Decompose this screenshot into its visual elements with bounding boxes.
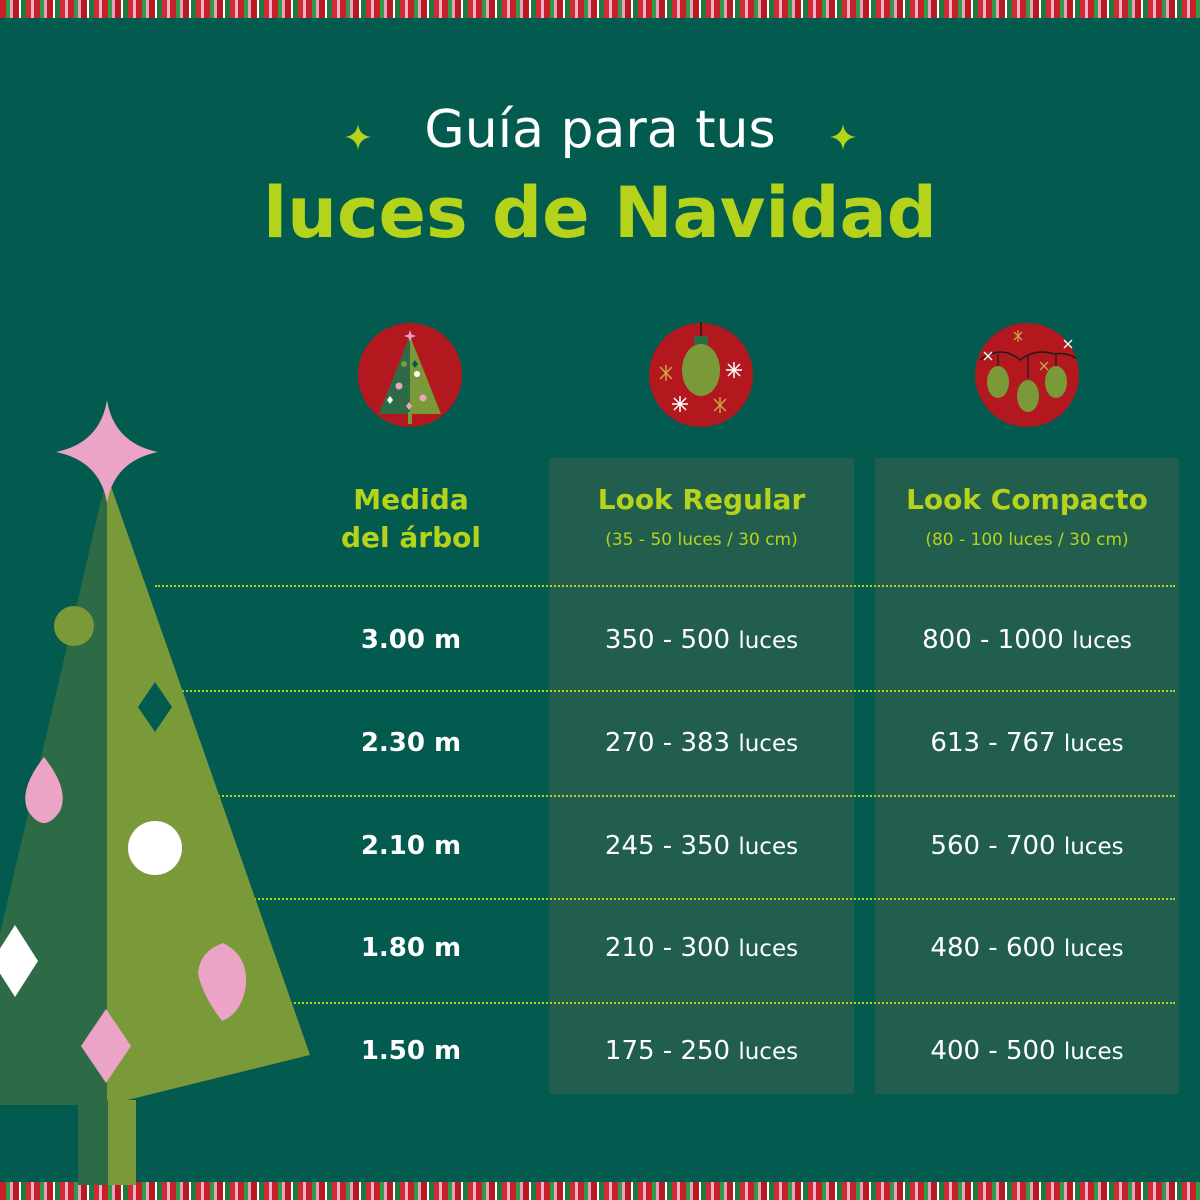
sparkle-icon: [830, 124, 856, 150]
compact-column-subheader: (80 - 100 luces / 30 cm): [925, 530, 1129, 550]
regular-column-header: Look Regular: [597, 483, 806, 516]
tree-size-cell: 3.00 m: [360, 625, 462, 655]
single-ornament-icon: [649, 322, 753, 427]
regular-column-panel: [549, 458, 854, 1094]
regular-lights-cell: 245 - 350 luces: [604, 831, 799, 861]
compact-lights-cell: 560 - 700 luces: [930, 831, 1124, 861]
row-divider: [155, 690, 1175, 692]
size-column-header-line1: Medida: [353, 483, 469, 516]
bottom-decorative-border: [0, 1182, 1200, 1200]
row-divider: [155, 585, 1175, 587]
ornament-garland-icon: [975, 323, 1079, 427]
compact-column-panel: [875, 458, 1179, 1094]
christmas-tree-icon: [358, 323, 462, 427]
regular-lights-cell: 270 - 383 luces: [604, 728, 799, 758]
tree-size-cell: 1.80 m: [360, 933, 462, 963]
compact-column-header: Look Compacto: [906, 483, 1148, 516]
regular-lights-cell: 210 - 300 luces: [604, 933, 799, 963]
compact-lights-cell: 800 - 1000 luces: [922, 625, 1132, 655]
decorative-christmas-tree-illustration: [0, 400, 310, 1185]
row-divider: [155, 898, 1175, 900]
size-column-header-line2: del árbol: [341, 521, 481, 554]
tree-size-cell: 2.10 m: [360, 831, 462, 861]
regular-column-subheader: (35 - 50 luces / 30 cm): [605, 530, 798, 550]
row-divider: [155, 1002, 1175, 1004]
row-divider: [155, 795, 1175, 797]
sparkle-icon: [345, 124, 371, 150]
tree-size-cell: 2.30 m: [360, 728, 462, 758]
title-line-2: luces de Navidad: [263, 172, 937, 254]
title-line-1: Guía para tus: [424, 100, 776, 160]
regular-lights-cell: 175 - 250 luces: [604, 1036, 799, 1066]
compact-lights-cell: 613 - 767 luces: [930, 728, 1124, 758]
compact-lights-cell: 400 - 500 luces: [930, 1036, 1124, 1066]
compact-lights-cell: 480 - 600 luces: [930, 933, 1124, 963]
top-decorative-border: [0, 0, 1200, 18]
tree-size-cell: 1.50 m: [360, 1036, 462, 1066]
regular-lights-cell: 350 - 500 luces: [604, 625, 799, 655]
